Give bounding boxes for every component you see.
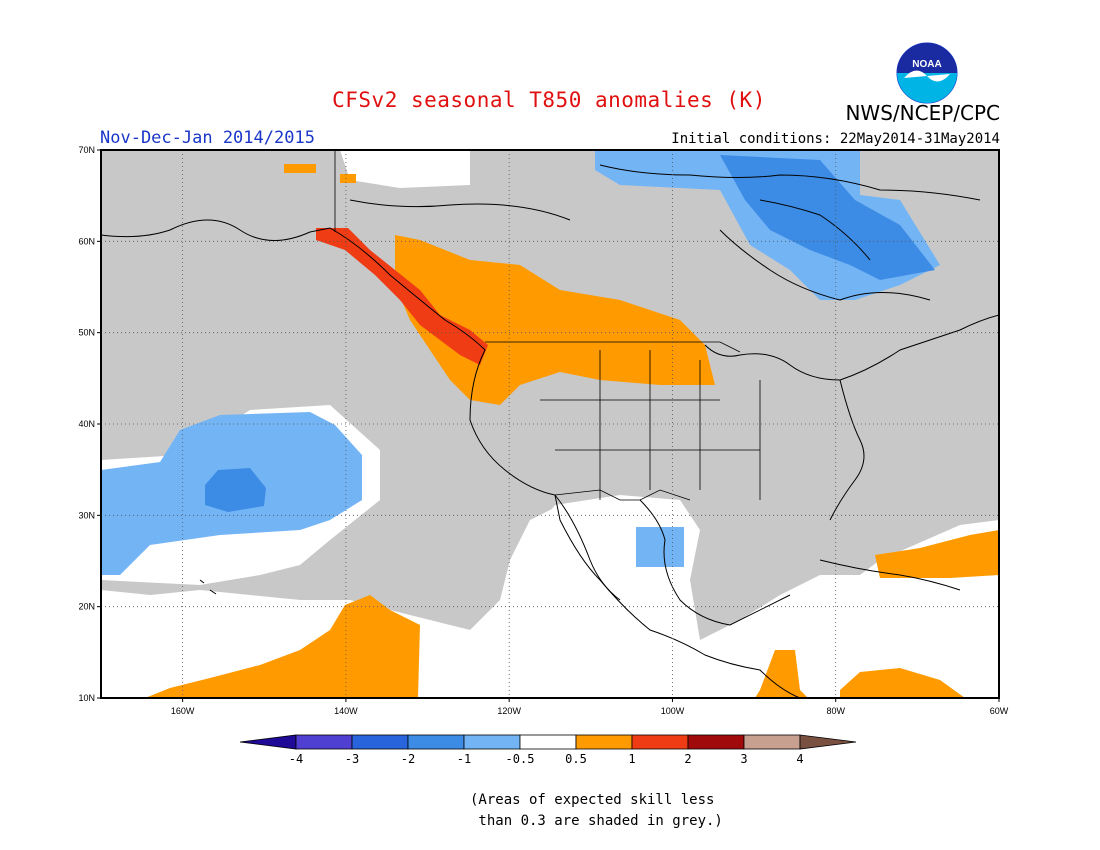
warm-patch-arctic-2 bbox=[340, 174, 356, 183]
colorbar-swatch bbox=[519, 734, 577, 750]
warm-anomaly-central-america bbox=[755, 650, 808, 698]
lon-label: 60W bbox=[990, 706, 1009, 716]
lon-label: 120W bbox=[497, 706, 521, 716]
lat-label: 10N bbox=[78, 693, 95, 703]
colorbar-label: 3 bbox=[740, 752, 747, 766]
colorbar-label: -1 bbox=[457, 752, 471, 766]
colorbar-label: 2 bbox=[684, 752, 691, 766]
lon-label: 80W bbox=[826, 706, 845, 716]
colorbar-swatch bbox=[799, 734, 857, 750]
coastlines bbox=[101, 164, 999, 698]
lat-label: 40N bbox=[78, 419, 95, 429]
cold-anomaly-mexico bbox=[636, 527, 684, 567]
colorbar-swatch bbox=[351, 734, 409, 750]
lon-label: 160W bbox=[171, 706, 195, 716]
lat-label: 30N bbox=[78, 510, 95, 520]
lat-label: 70N bbox=[78, 145, 95, 155]
colorbar-label: 0.5 bbox=[565, 752, 587, 766]
colorbar-label: -0.5 bbox=[506, 752, 535, 766]
graticule bbox=[101, 150, 999, 698]
colorbar-label: -4 bbox=[289, 752, 303, 766]
no-skill-region-north bbox=[340, 150, 470, 188]
colorbar-swatch bbox=[239, 734, 297, 750]
colorbar-swatch bbox=[575, 734, 633, 750]
warm-patch-arctic-1 bbox=[284, 164, 316, 173]
colorbar-label: 1 bbox=[628, 752, 635, 766]
noaa-logo: NOAA bbox=[896, 42, 958, 104]
initial-conditions: Initial conditions: 22May2014-31May2014 bbox=[671, 131, 1000, 147]
colorbar-swatch bbox=[631, 734, 689, 750]
colorbar-swatch bbox=[463, 734, 521, 750]
colorbar-swatch bbox=[407, 734, 465, 750]
colorbar-swatch bbox=[687, 734, 745, 750]
colorbar-swatch bbox=[295, 734, 353, 750]
colorbar-label: 4 bbox=[796, 752, 803, 766]
colorbar: -4 -3 -2 -1 -0.5 0.5 1 2 3 4 bbox=[239, 734, 857, 766]
political-borders bbox=[334, 150, 761, 501]
chart-title: CFSv2 seasonal T850 anomalies (K) bbox=[332, 88, 766, 112]
warm-anomaly-coast-core bbox=[316, 228, 488, 365]
lat-label: 50N bbox=[78, 328, 95, 338]
latitude-labels: 70N 60N 50N 40N 30N 20N 10N bbox=[78, 145, 101, 703]
longitude-labels: 160W 140W 120W 100W 80W 60W bbox=[171, 698, 1009, 716]
cold-anomaly-canada-core bbox=[720, 155, 935, 280]
skill-note: (Areas of expected skill less than 0.3 a… bbox=[470, 792, 723, 829]
organization-label: NWS/NCEP/CPC bbox=[845, 101, 1000, 125]
lon-label: 100W bbox=[661, 706, 685, 716]
logo-text: NOAA bbox=[912, 59, 941, 70]
warm-anomaly-tropical-pacific bbox=[145, 595, 420, 698]
colorbar-label: -2 bbox=[401, 752, 415, 766]
cold-anomaly-pacific-core bbox=[205, 468, 266, 512]
warm-anomaly-caribbean bbox=[840, 668, 965, 698]
forecast-period: Nov-Dec-Jan 2014/2015 bbox=[100, 128, 315, 148]
lon-label: 140W bbox=[334, 706, 358, 716]
colorbar-swatch bbox=[743, 734, 801, 750]
lat-label: 20N bbox=[78, 602, 95, 612]
warm-anomaly-atlantic bbox=[875, 530, 999, 578]
lat-label: 60N bbox=[78, 236, 95, 246]
colorbar-label: -3 bbox=[345, 752, 359, 766]
